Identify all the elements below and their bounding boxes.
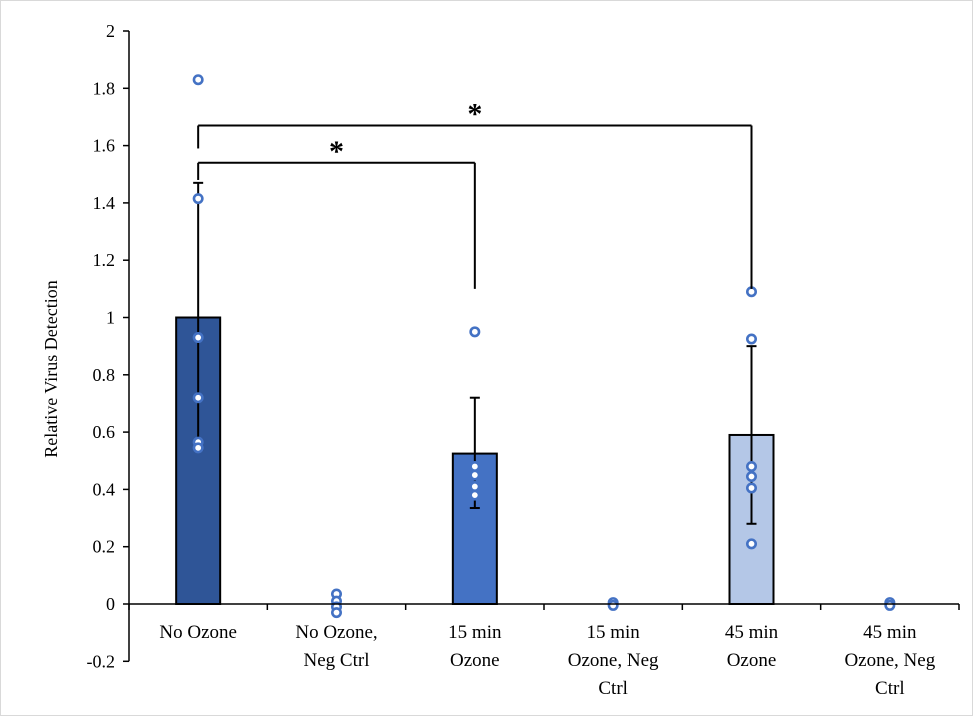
x-tick-label: 15 min Ozone, Neg Ctrl [568, 622, 659, 699]
data-point [330, 607, 342, 619]
data-point [192, 332, 204, 344]
data-point [745, 471, 757, 483]
sig-label: * [329, 135, 344, 168]
data-point [469, 489, 481, 501]
y-tick-label: 0.2 [93, 537, 116, 557]
data-point [745, 333, 757, 345]
y-tick-label: 1 [106, 308, 115, 328]
data-point [192, 442, 204, 454]
y-tick-label: -0.2 [87, 651, 116, 671]
data-point [469, 326, 481, 338]
data-point [745, 460, 757, 472]
y-tick-label: 0.4 [93, 479, 116, 499]
significance-brackets: ** [197, 98, 753, 289]
data-point [469, 481, 481, 493]
bar [175, 316, 222, 605]
y-tick-label: 1.2 [93, 250, 116, 270]
y-tick-label: 1.8 [93, 78, 116, 98]
x-tick-label: No Ozone, Neg Ctrl [295, 622, 377, 671]
data-point [469, 469, 481, 481]
data-point [745, 482, 757, 494]
data-point [745, 538, 757, 550]
x-tick-label: 45 min Ozone [725, 622, 779, 671]
y-axis-title: Relative Virus Detection [41, 280, 61, 458]
x-tick-label: No Ozone [159, 622, 237, 643]
y-tick-label: 1.6 [93, 136, 116, 156]
y-tick-label: 0 [106, 594, 115, 614]
sig-label: * [467, 98, 482, 131]
y-tick-label: 2 [106, 21, 115, 41]
x-tick-label: 45 min Ozone, Neg Ctrl [844, 622, 935, 699]
data-point [607, 599, 619, 611]
y-tick-label: 1.4 [93, 193, 116, 213]
data-points [192, 74, 896, 619]
data-point [884, 599, 896, 611]
y-tick-label: 0.8 [93, 365, 116, 385]
data-point [192, 193, 204, 205]
data-point [469, 460, 481, 472]
x-axis: No Ozone No Ozone, Neg Ctrl 15 min Ozone 15 m… [128, 603, 960, 699]
data-point [192, 392, 204, 404]
data-point [192, 74, 204, 86]
y-tick-label: 0.6 [93, 422, 116, 442]
x-tick-label: 15 min Ozone [448, 622, 502, 671]
y-axis: -0.2 0 0.2 0.4 0.6 0.8 1 1.2 1.4 1.6 1.8 2 [87, 21, 130, 671]
